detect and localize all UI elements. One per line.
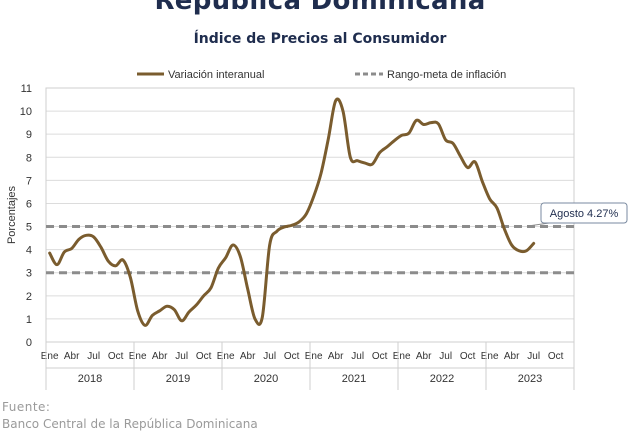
year-label: 2022 [430,373,454,385]
y-tick-label: 7 [26,175,32,187]
y-tick-label: 3 [26,268,32,280]
x-tick-label: Jul [87,351,100,362]
page-title: República Dominicana [154,0,486,16]
annotation-label: Agosto 4.27% [550,208,619,220]
x-tick-label: Oct [548,351,564,362]
y-tick-label: 10 [20,106,32,118]
legend-label-variacion: Variación interanual [168,69,264,81]
x-tick-label: Abr [416,351,432,362]
year-label: 2018 [78,373,102,385]
x-tick-label: Abr [504,351,520,362]
y-tick-label: 4 [26,245,32,257]
inflation-chart: 0 1 2 3 4 5 6 7 8 9 10 11 Porcentajes Ene Abr Jul Oct 201… [6,69,628,390]
x-tick-label: Abr [152,351,168,362]
y-tick-label: 1 [26,314,32,326]
x-tick-label: Abr [240,351,256,362]
year-label: 2020 [254,373,278,385]
year-label: 2021 [342,373,366,385]
x-tick-label: Jul [175,351,188,362]
annotation-box [540,202,628,224]
chart-subtitle: Índice de Precios al Consumidor [193,31,447,47]
x-tick-label: Oct [196,351,212,362]
x-tick-label: Jul [263,351,276,362]
x-tick-label: Ene [41,351,59,362]
x-tick-label: Oct [372,351,388,362]
x-tick-label: Oct [460,351,476,362]
series-line-variacion-interanual [48,97,536,327]
x-tick-label: Oct [108,351,124,362]
source-label: Fuente: [2,400,51,414]
y-tick-label: 11 [21,83,32,95]
x-tick-label: Ene [129,351,147,362]
x-tick-label: Jul [527,351,540,362]
y-axis-label: Porcentajes [6,185,18,244]
x-tick-label: Jul [439,351,452,362]
y-tick-label: 9 [26,129,32,141]
y-tick-label: 2 [26,291,32,303]
year-label: 2019 [166,373,190,385]
source-text: Banco Central de la República Dominicana [2,417,258,431]
y-tick-label: 8 [26,152,32,164]
x-tick-label: Ene [217,351,235,362]
x-tick-label: Abr [64,351,80,362]
y-tick-label: 6 [26,198,32,210]
x-tick-label: Oct [284,351,300,362]
y-tick-label: 0 [26,337,32,349]
legend-label-rango-meta: Rango-meta de inflación [387,69,506,81]
x-tick-label: Ene [305,351,323,362]
plot-border [45,87,575,343]
x-tick-label: Abr [328,351,344,362]
x-tick-label: Jul [351,351,364,362]
x-tick-label: Ene [393,351,411,362]
y-tick-label: 5 [26,222,32,234]
x-tick-label: Ene [481,351,499,362]
year-label: 2023 [518,373,542,385]
